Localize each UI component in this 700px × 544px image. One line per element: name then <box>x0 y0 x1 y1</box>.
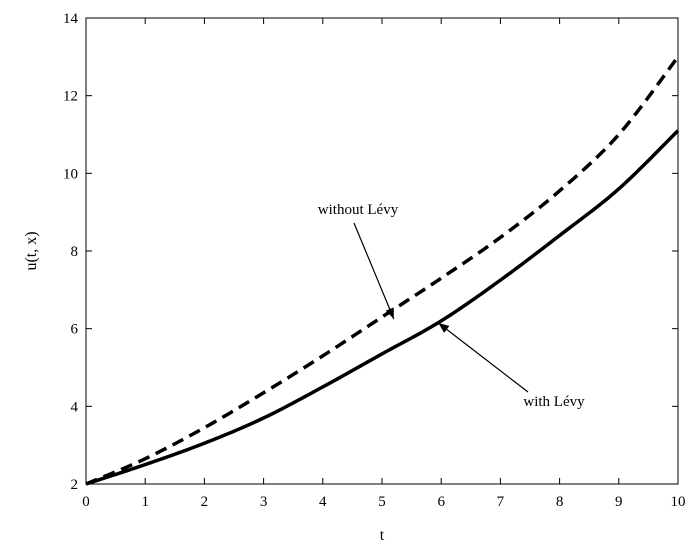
y-tick-label: 8 <box>71 244 79 260</box>
annotation-label: with Lévy <box>523 394 585 410</box>
y-tick-label: 12 <box>63 89 78 105</box>
x-tick-label: 2 <box>201 494 209 510</box>
x-axis-label: t <box>380 527 385 544</box>
x-tick-label: 8 <box>556 494 564 510</box>
x-tick-label: 0 <box>82 494 90 510</box>
x-tick-label: 7 <box>497 494 505 510</box>
plot-frame <box>85 17 679 485</box>
y-tick-label: 2 <box>71 477 79 493</box>
y-tick-label: 14 <box>63 11 79 27</box>
y-tick-label: 4 <box>71 399 79 415</box>
x-tick-label: 10 <box>671 494 686 510</box>
series-line-without-levy <box>85 55 680 486</box>
y-axis-label: u(t, x) <box>23 231 40 270</box>
annotation-label: without Lévy <box>318 202 399 218</box>
annotation-arrow <box>353 222 395 320</box>
y-tick-label: 10 <box>63 166 78 182</box>
x-tick-label: 5 <box>378 494 386 510</box>
ticks <box>85 17 679 485</box>
annotations: without Lévy with Lévy <box>318 202 585 410</box>
series-lines <box>85 55 680 486</box>
y-tick-label: 6 <box>71 322 79 338</box>
x-tick-label: 4 <box>319 494 327 510</box>
series-line-with-levy <box>85 129 680 486</box>
x-tick-label: 6 <box>437 494 445 510</box>
x-tick-label: 9 <box>615 494 623 510</box>
x-tick-label: 3 <box>260 494 268 510</box>
x-tick-label: 1 <box>141 494 149 510</box>
annotation-arrow <box>437 322 529 393</box>
